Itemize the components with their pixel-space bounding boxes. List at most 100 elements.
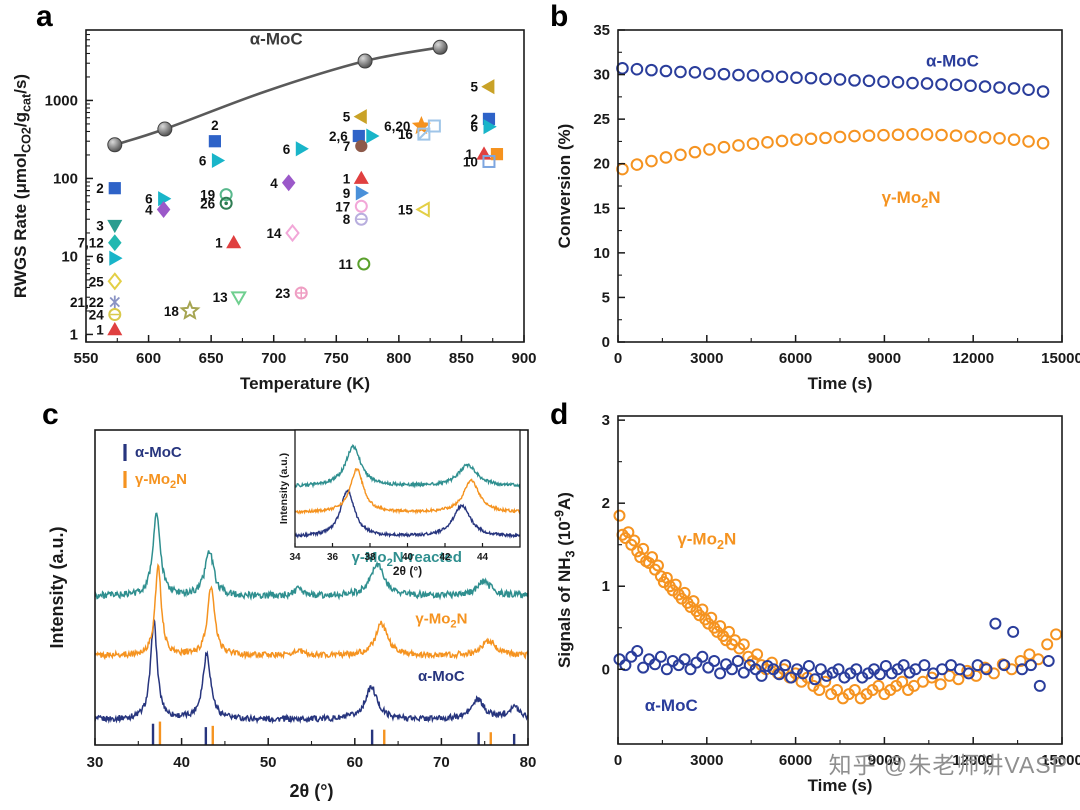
x-axis-title: Time (s) (808, 776, 873, 795)
curve-label: γ-Mo2N (415, 611, 467, 631)
point-label: 21,22 (70, 295, 104, 310)
x-tick-label: 650 (199, 350, 224, 367)
curve-label: α-MoC (418, 668, 465, 685)
y-tick-label: 100 (53, 170, 78, 187)
legend: α-MoC γ-Mo2N (123, 444, 187, 491)
series-label: γ-Mo2N (882, 188, 941, 210)
axes: 550 600 650 700 750 800 850 9001101001000Temper… (11, 29, 537, 393)
point-label: 6 (470, 120, 478, 135)
inset-x-tick: 34 (289, 552, 301, 563)
x-tick-label: 550 (73, 350, 98, 367)
legend-label: α-MoC (135, 444, 182, 461)
point-label: 18 (164, 304, 180, 319)
y-axis-title: Signals of NH3 (10-9A) (553, 492, 578, 668)
point-label: 9 (343, 186, 351, 201)
legend-label: γ-Mo2N (135, 471, 187, 491)
y-tick-label: 0 (602, 661, 610, 678)
x-axis-title: Time (s) (808, 374, 873, 393)
x-tick-label: 6000 (779, 752, 812, 769)
point-label: 2 (211, 118, 219, 133)
axes: 0 3000 6000 9000 12000 15000 0 5 10 15 20 25 30 35 Tim… (555, 22, 1080, 393)
x-tick-label: 700 (261, 350, 286, 367)
x-tick-label: 9000 (868, 752, 901, 769)
inset-axes: 34 36 38 40 42 44 2θ (°) Intensity (a.u.) (278, 429, 521, 578)
point-label: 1 (215, 236, 223, 251)
inset-x-tick: 42 (439, 552, 451, 563)
point-label: 14 (266, 226, 282, 241)
series-label: α-MoC (645, 696, 698, 715)
x-tick-label: 3000 (690, 752, 723, 769)
y-tick-label: 25 (593, 111, 610, 128)
panel-letter-a: a (36, 0, 53, 33)
y-tick-label: 15 (593, 200, 610, 217)
point-label: 3 (96, 218, 104, 233)
x-tick-label: 40 (173, 754, 190, 771)
x-tick-label: 50 (260, 754, 277, 771)
point-label: 6 (96, 251, 104, 266)
y-axis-title: Conversion (%) (555, 124, 574, 249)
x-tick-label: 60 (346, 754, 363, 771)
panel-letter-c: c (42, 398, 59, 431)
axes: 0 3000 6000 9000 12000 15000 0 1 2 3 Time (s) Signa… (553, 412, 1080, 795)
point-label: 26 (200, 196, 216, 211)
x-tick-label: 15000 (1041, 350, 1080, 367)
x-axis-title: Temperature (K) (240, 374, 370, 393)
x-tick-label: 850 (449, 350, 474, 367)
x-tick-label: 80 (520, 754, 537, 771)
point-label: 19 (200, 188, 215, 203)
series--moc (616, 62, 1050, 98)
literature-points: 237,1262521,22241641826192611364142352,6… (70, 79, 504, 338)
x-tick-label: 3000 (690, 350, 723, 367)
point-label: 8 (343, 212, 351, 227)
point-label: 4 (270, 176, 278, 191)
point-label: 4 (145, 202, 153, 217)
panel-c: α-MoC γ-Mo2N γ-Mo2N-reacted α-MoC γ-Mo2N 30 40… (0, 400, 540, 810)
y-tick-label: 35 (593, 22, 610, 39)
point-label: 1 (96, 323, 104, 338)
chart-b: 0 3000 6000 9000 12000 15000 0 5 10 15 20 25 30 35 Tim… (555, 22, 1080, 393)
panel-a: α-MoC 2 3 7,12 6 25 21,22 24 1 6 4 18 2 6 19 26 1 13 6 4 14 2… (0, 0, 540, 400)
point-label: 6,20 (384, 119, 410, 134)
y-tick-label: 5 (602, 289, 610, 306)
y-tick-label: 20 (593, 156, 610, 173)
x-tick-label: 70 (433, 754, 450, 771)
series--mo-2-n (616, 127, 1050, 176)
series-label: α-MoC (926, 52, 979, 71)
x-tick-label: 30 (87, 754, 104, 771)
point-label: 10 (463, 154, 478, 169)
inset-x-title: 2θ (°) (393, 564, 422, 578)
point-label: 2 (470, 112, 478, 127)
y-tick-label: 10 (61, 248, 78, 265)
x-axis-title: 2θ (°) (290, 781, 334, 801)
inset-x-tick: 36 (327, 552, 339, 563)
chart-c: α-MoC γ-Mo2N γ-Mo2N-reacted α-MoC γ-Mo2N 30 40… (47, 429, 537, 801)
alpha-moc-line-series (107, 39, 448, 153)
point-label: 5 (470, 80, 478, 95)
point-label: 6 (145, 192, 153, 207)
point-label: 5 (343, 110, 351, 125)
point-label: 6 (199, 153, 207, 168)
point-label: 1 (343, 171, 351, 186)
xrd-main-curves (95, 512, 528, 745)
panel-d: 0 3000 6000 9000 12000 15000 0 1 2 3 Time (s) Signa… (540, 400, 1080, 810)
inset-y-title: Intensity (a.u.) (278, 453, 290, 524)
alpha-moc-curve-label: α-MoC (250, 30, 303, 49)
point-label: 2 (96, 181, 104, 196)
curve-label: γ-Mo2N-reacted (352, 549, 462, 569)
series--moc (613, 617, 1055, 692)
x-tick-label: 9000 (868, 350, 901, 367)
watermark: 知乎 @朱老师讲VASP (828, 752, 1068, 778)
panel-b: 0 3000 6000 9000 12000 15000 0 5 10 15 20 25 30 35 Tim… (540, 0, 1080, 400)
panel-letter-b: b (550, 0, 569, 33)
chart-d: 0 3000 6000 9000 12000 15000 0 1 2 3 Time (s) Signa… (553, 412, 1080, 795)
y-tick-label: 0 (602, 334, 610, 351)
inset-x-tick: 44 (477, 552, 489, 563)
point-label: 11 (339, 257, 354, 272)
x-tick-label: 0 (614, 350, 622, 367)
y-tick-label: 2 (602, 495, 610, 512)
y-tick-label: 1 (70, 326, 78, 343)
chart-a: α-MoC237,1262521,22241641826192611364142… (11, 29, 537, 393)
point-label: 16 (398, 127, 414, 142)
point-label: 7 (343, 139, 351, 154)
x-tick-label: 900 (511, 350, 536, 367)
